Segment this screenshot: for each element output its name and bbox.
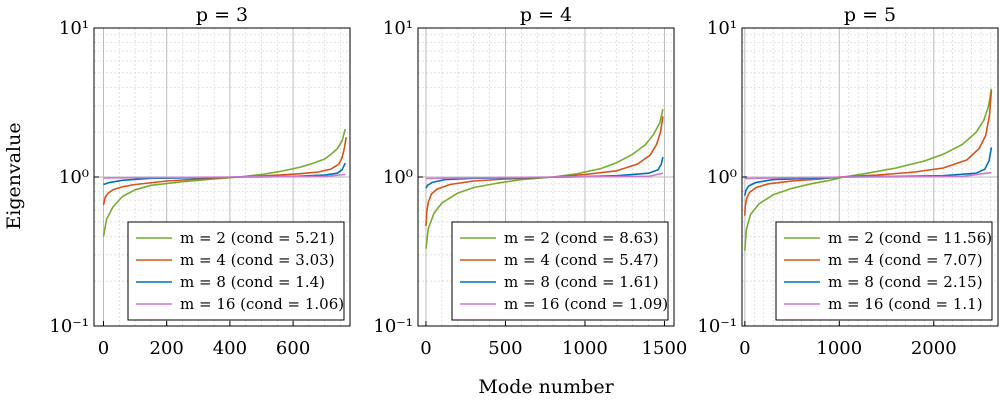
series-line-4 <box>425 172 664 180</box>
y-tick-label: 10¹ <box>59 18 89 39</box>
y-tick-label: 10¹ <box>707 18 737 39</box>
x-tick-label: 0 <box>420 338 431 359</box>
chart-panels: 0 200 400 600 10⁻¹ 10⁰ 10¹ p = 3 m = 2 (cond = 5… <box>49 4 999 359</box>
series-line-4 <box>103 173 346 179</box>
legend-entry-1: m = 2 (cond = 8.63) <box>504 229 659 247</box>
legend-entry-2: m = 4 (cond = 3.03) <box>180 251 335 269</box>
legend: m = 2 (cond = 5.21) m = 4 (cond = 3.03) m … <box>127 221 345 321</box>
legend-entry-1: m = 2 (cond = 11.56) <box>828 229 992 247</box>
panel-title: p = 4 <box>520 4 572 26</box>
x-axis-label: Mode number <box>478 376 614 398</box>
legend: m = 2 (cond = 8.63) m = 4 (cond = 5.47) m … <box>451 221 669 321</box>
legend-entry-2: m = 4 (cond = 5.47) <box>504 251 659 269</box>
series-line-2 <box>102 137 347 206</box>
y-tick-label: 10⁻¹ <box>697 316 737 337</box>
x-tick-label: 1000 <box>816 338 862 359</box>
x-tick-label: 600 <box>276 338 310 359</box>
y-tick-label: 10⁰ <box>59 167 89 188</box>
legend-entry-2: m = 4 (cond = 7.07) <box>828 251 983 269</box>
panel-1: 0 200 400 600 10⁻¹ 10⁰ 10¹ p = 3 m = 2 (cond = 5… <box>49 4 351 359</box>
legend: m = 2 (cond = 11.56) m = 4 (cond = 7.07) m… <box>775 221 993 321</box>
legend-entry-4: m = 16 (cond = 1.09) <box>504 295 668 313</box>
panel-2: 0 500 1000 1500 10⁻¹ 10⁰ 10¹ p = 4 m = 2 (cond =… <box>373 4 687 359</box>
panel-3: 0 1000 2000 10⁻¹ 10⁰ 10¹ p = 5 m = 2 (cond = 11… <box>697 4 999 359</box>
y-tick-label: 10⁰ <box>383 167 413 188</box>
x-tick-label: 400 <box>213 338 247 359</box>
y-axis-label: Eigenvalue <box>3 122 25 229</box>
legend-entry-3: m = 8 (cond = 2.15) <box>828 273 983 291</box>
x-tick-label: 1500 <box>642 338 688 359</box>
series-line-4 <box>744 171 992 180</box>
y-tick-label: 10⁻¹ <box>49 316 89 337</box>
x-tick-label: 2000 <box>911 338 957 359</box>
legend-entry-4: m = 16 (cond = 1.06) <box>180 295 344 313</box>
series-line-2 <box>425 116 664 226</box>
series-line-1 <box>744 88 993 251</box>
panel-title: p = 3 <box>196 4 248 26</box>
panel-title: p = 5 <box>844 4 896 26</box>
legend-entry-3: m = 8 (cond = 1.61) <box>504 273 659 291</box>
y-tick-label: 10⁻¹ <box>373 316 413 337</box>
x-tick-label: 500 <box>488 338 522 359</box>
legend-entry-3: m = 8 (cond = 1.4) <box>180 273 325 291</box>
y-tick-label: 10¹ <box>383 18 413 39</box>
x-tick-label: 0 <box>98 338 109 359</box>
x-tick-label: 1000 <box>562 338 608 359</box>
x-tick-label: 200 <box>150 338 184 359</box>
series-line-3 <box>744 147 993 196</box>
legend-entry-1: m = 2 (cond = 5.21) <box>180 229 335 247</box>
y-tick-label: 10⁰ <box>707 167 737 188</box>
series-line-2 <box>744 90 993 216</box>
legend-entry-4: m = 16 (cond = 1.1) <box>828 295 983 313</box>
x-tick-label: 0 <box>739 338 750 359</box>
